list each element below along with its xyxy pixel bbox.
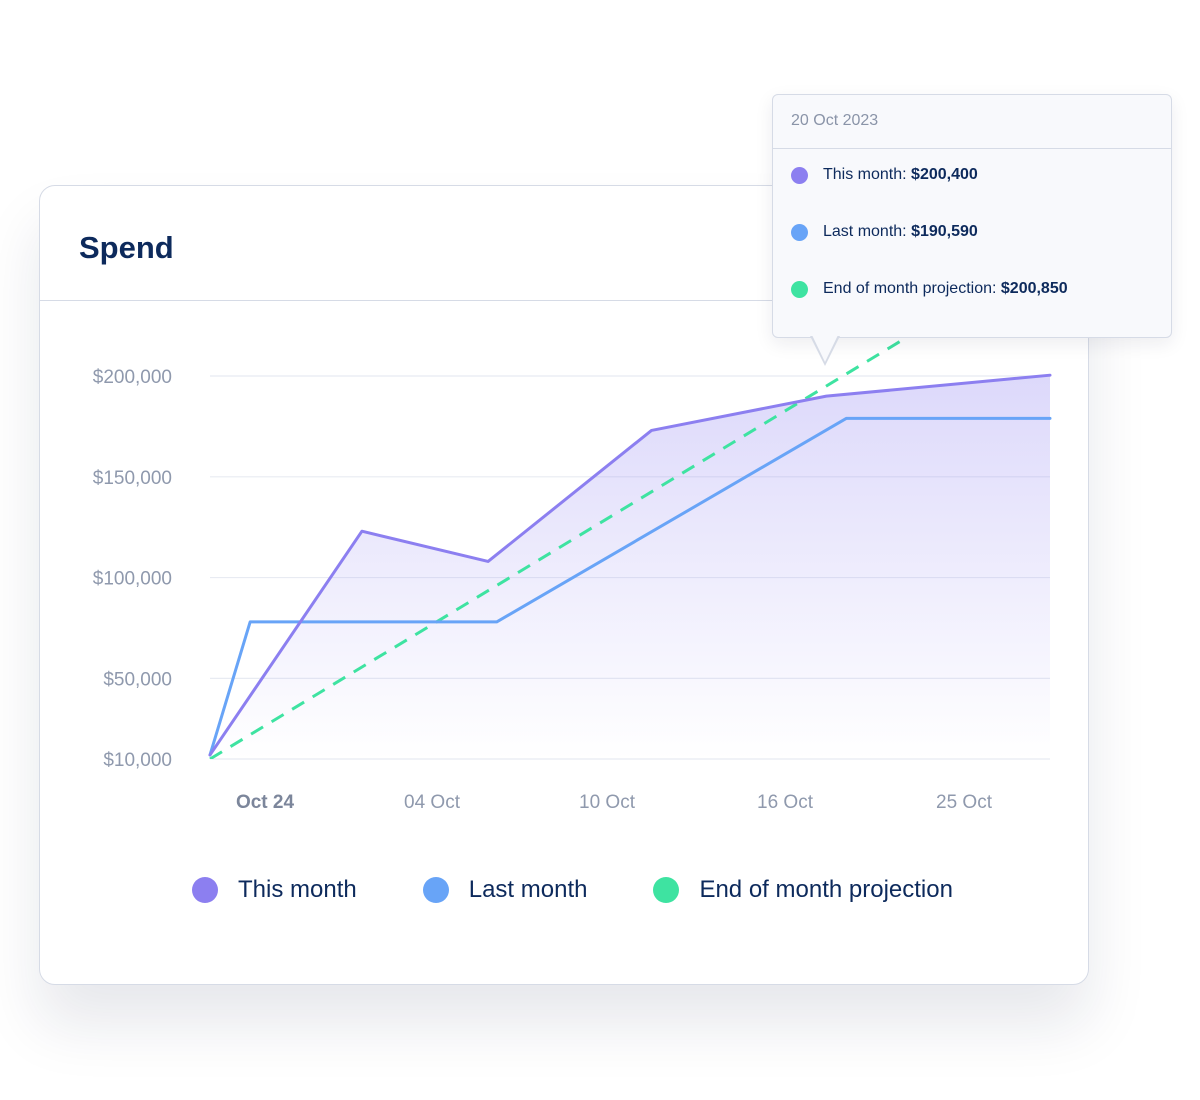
x-tick-label: Oct 24 <box>236 792 295 813</box>
tooltip-label-this-month: This month: <box>823 166 907 183</box>
y-tick-label: $100,000 <box>93 569 172 590</box>
tooltip-value-last-month: $190,590 <box>911 223 978 240</box>
y-tick-label: $200,000 <box>93 367 172 388</box>
line-end-of-month-projection <box>209 336 911 759</box>
tooltip-row-this-month: This month: $200,400 <box>791 166 978 184</box>
chart-tooltip: 20 Oct 2023 This month: $200,400 Last mo… <box>772 94 1172 366</box>
tooltip-row-last-month: Last month: $190,590 <box>791 223 978 241</box>
legend-dot-this-month <box>192 877 218 903</box>
tooltip-dot-last-month <box>791 223 808 241</box>
legend-dot-last-month <box>422 877 449 903</box>
legend-label-this-month: This month <box>238 876 357 903</box>
tooltip-label-projection: End of month projection: <box>823 280 997 297</box>
y-tick-label: $10,000 <box>103 750 172 771</box>
tooltip-dot-projection <box>791 280 808 298</box>
tooltip-divider <box>773 148 1171 149</box>
tooltip-value-this-month: $200,400 <box>911 166 978 183</box>
x-tick-label: 16 Oct <box>757 792 814 813</box>
tooltip-row-projection: End of month projection: $200,850 <box>791 280 1068 298</box>
line-this-month <box>208 373 1052 757</box>
legend-item-this-month: This month <box>192 876 357 904</box>
x-tick-label: 10 Oct <box>579 792 636 813</box>
legend-label-end-of-month-projection: End of month projection <box>699 876 953 903</box>
y-tick-label: $50,000 <box>103 669 172 690</box>
x-tick-label: 04 Oct <box>404 792 461 813</box>
tooltip-date: 20 Oct 2023 <box>791 112 879 129</box>
spend-chart: $200,000 $150,000 $100,000 $50,000 $10,000 Oc… <box>93 336 1052 813</box>
card-title: Spend <box>79 230 174 265</box>
y-tick-label: $150,000 <box>93 468 172 489</box>
legend-item-last-month: Last month <box>422 876 588 904</box>
card-header-divider <box>40 300 1088 301</box>
x-tick-label: 25 Oct <box>936 792 993 813</box>
chart-legend: This month Last month End of month project… <box>192 876 1019 904</box>
legend-label-last-month: Last month <box>468 876 588 903</box>
tooltip-pointer-fill <box>812 335 838 362</box>
tooltip-dot-this-month <box>791 166 808 184</box>
area-this-month <box>210 375 1050 759</box>
tooltip-value-projection: $200,850 <box>1000 280 1068 297</box>
legend-item-end-of-month-projection: End of month projection <box>653 876 953 904</box>
legend-dot-end-of-month-projection <box>653 877 680 903</box>
line-last-month <box>208 416 1052 757</box>
tooltip-label-last-month: Last month: <box>823 223 907 240</box>
